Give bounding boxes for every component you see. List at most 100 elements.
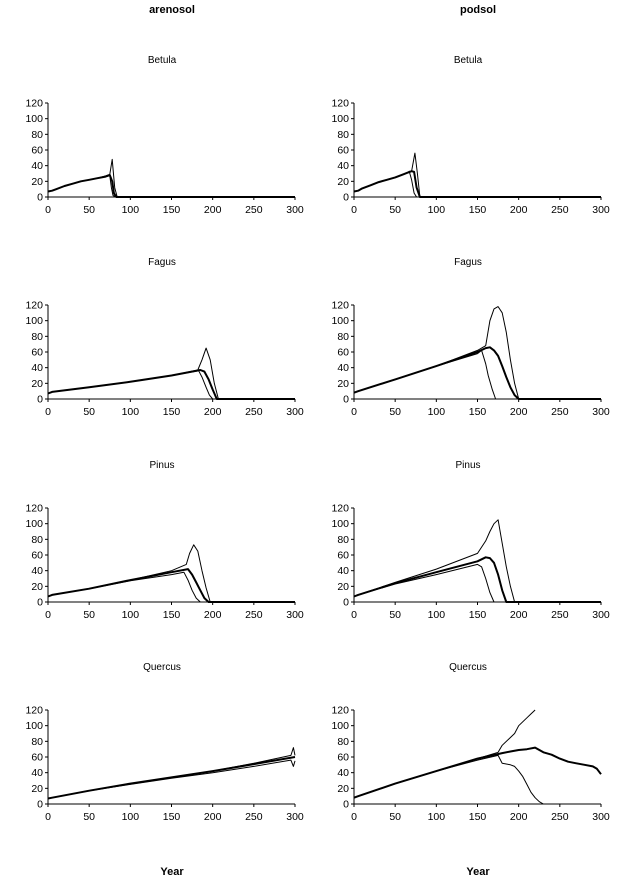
series-line-1 bbox=[47, 347, 295, 400]
y-tick-label: 100 bbox=[331, 720, 349, 732]
x-tick-label: 100 bbox=[428, 811, 446, 823]
y-tick-label: 20 bbox=[337, 378, 349, 390]
chart-title: Pinus bbox=[149, 460, 175, 471]
y-tick-label: 20 bbox=[31, 176, 43, 188]
chart-title: Betula bbox=[453, 55, 483, 66]
x-tick-label: 250 bbox=[245, 609, 263, 621]
y-tick-label: 120 bbox=[331, 300, 349, 312]
x-tick-label: 100 bbox=[122, 811, 140, 823]
y-tick-label: 40 bbox=[31, 767, 43, 779]
x-tick-label: 50 bbox=[389, 204, 401, 216]
y-tick-label: 20 bbox=[31, 581, 43, 593]
column-title-podsol: podsol bbox=[459, 4, 497, 16]
y-tick-label: 60 bbox=[31, 550, 43, 562]
chart-title: Fagus bbox=[454, 257, 482, 268]
x-tick-label: 0 bbox=[45, 406, 51, 418]
y-tick-label: 20 bbox=[337, 783, 349, 795]
x-tick-label: 300 bbox=[592, 204, 610, 216]
x-tick-label: 50 bbox=[83, 406, 95, 418]
series-line-3 bbox=[47, 759, 296, 799]
x-tick-label: 150 bbox=[163, 406, 181, 418]
y-tick-label: 100 bbox=[25, 518, 43, 530]
chart-panel-arenosol-quercus: Quercus 0 20 40 60 80 100 120 0 50 100 150 200 250 300 bbox=[12, 662, 312, 852]
y-tick-label: 100 bbox=[331, 518, 349, 530]
series-line-1 bbox=[353, 152, 601, 198]
series-line-2 bbox=[47, 174, 295, 198]
y-tick-label: 0 bbox=[37, 799, 43, 811]
x-tick-label: 200 bbox=[510, 609, 528, 621]
x-tick-label: 250 bbox=[245, 204, 263, 216]
y-tick-label: 60 bbox=[337, 752, 349, 764]
x-tick-label: 150 bbox=[163, 609, 181, 621]
chart-panel-podsol-fagus: Fagus 0 20 40 60 80 100 120 0 50 100 150 200 250 300 bbox=[318, 257, 618, 447]
y-tick-label: 0 bbox=[37, 192, 43, 204]
chart-panel-podsol-quercus: Quercus 0 20 40 60 80 100 120 0 50 100 150 200 250 300 bbox=[318, 662, 618, 852]
y-tick-label: 0 bbox=[343, 597, 349, 609]
x-tick-label: 250 bbox=[245, 811, 263, 823]
x-tick-label: 300 bbox=[286, 204, 304, 216]
chart-title: Quercus bbox=[143, 662, 181, 673]
y-tick-label: 40 bbox=[31, 160, 43, 172]
chart-svg: 0 20 40 60 80 100 120 0 50 100 150 200 250 300 bbox=[25, 705, 303, 824]
y-tick-label: 40 bbox=[337, 362, 349, 374]
x-axis-title-arenosol: Year bbox=[160, 866, 184, 878]
y-tick-label: 120 bbox=[331, 705, 349, 717]
x-tick-label: 150 bbox=[469, 204, 487, 216]
x-tick-label: 0 bbox=[351, 609, 357, 621]
x-tick-label: 50 bbox=[83, 811, 95, 823]
x-tick-label: 0 bbox=[45, 811, 51, 823]
x-tick-label: 200 bbox=[510, 406, 528, 418]
x-tick-label: 100 bbox=[428, 609, 446, 621]
x-tick-label: 50 bbox=[389, 406, 401, 418]
series-line-1 bbox=[47, 158, 295, 198]
x-tick-label: 150 bbox=[163, 204, 181, 216]
series-line-2 bbox=[353, 170, 601, 198]
column-title-arenosol: arenosol bbox=[149, 4, 195, 16]
x-tick-label: 0 bbox=[351, 811, 357, 823]
x-tick-label: 100 bbox=[122, 204, 140, 216]
y-tick-label: 80 bbox=[337, 534, 349, 546]
x-tick-label: 50 bbox=[83, 609, 95, 621]
y-tick-label: 60 bbox=[31, 347, 43, 359]
chart-svg: 0 20 40 60 80 100 120 0 50 100 150 200 250 300 bbox=[331, 503, 609, 622]
x-tick-label: 150 bbox=[163, 811, 181, 823]
series-line-1 bbox=[353, 709, 536, 799]
y-tick-label: 20 bbox=[337, 176, 349, 188]
series-line-3 bbox=[47, 370, 295, 400]
series-line-1 bbox=[353, 519, 601, 603]
y-tick-label: 40 bbox=[337, 565, 349, 577]
x-tick-label: 250 bbox=[551, 406, 569, 418]
series-line-3 bbox=[353, 563, 601, 603]
series-line-2 bbox=[353, 556, 601, 603]
x-tick-label: 0 bbox=[351, 406, 357, 418]
y-tick-label: 60 bbox=[337, 550, 349, 562]
y-tick-label: 80 bbox=[31, 331, 43, 343]
chart-svg: 0 20 40 60 80 100 120 0 50 100 150 200 250 300 bbox=[25, 503, 303, 622]
chart-panel-arenosol-pinus: Pinus 0 20 40 60 80 100 120 0 50 100 150 200 250 300 bbox=[12, 460, 312, 650]
chart-svg: 0 20 40 60 80 100 120 0 50 100 150 200 250 300 bbox=[331, 300, 610, 419]
y-tick-label: 0 bbox=[343, 799, 349, 811]
x-tick-label: 300 bbox=[592, 406, 610, 418]
series-line-3 bbox=[353, 170, 601, 198]
x-tick-label: 250 bbox=[551, 204, 569, 216]
y-tick-label: 120 bbox=[331, 503, 349, 515]
x-tick-label: 50 bbox=[389, 609, 401, 621]
x-tick-label: 150 bbox=[469, 609, 487, 621]
x-tick-label: 200 bbox=[204, 406, 222, 418]
y-tick-label: 80 bbox=[31, 736, 43, 748]
x-tick-label: 200 bbox=[204, 609, 222, 621]
chart-panel-arenosol-betula: Betula 0 20 40 60 80 100 120 0 50 100 150 200 250 300 bbox=[12, 55, 312, 245]
x-tick-label: 50 bbox=[389, 811, 401, 823]
series-line-3 bbox=[47, 175, 295, 198]
chart-svg: 0 20 40 60 80 100 120 0 50 100 150 200 250 300 bbox=[25, 300, 304, 419]
x-tick-label: 300 bbox=[286, 406, 304, 418]
x-tick-label: 0 bbox=[351, 204, 357, 216]
y-tick-label: 0 bbox=[343, 394, 349, 406]
y-tick-label: 100 bbox=[25, 113, 43, 125]
y-tick-label: 0 bbox=[343, 192, 349, 204]
series-line-3 bbox=[353, 349, 601, 400]
y-tick-label: 20 bbox=[337, 581, 349, 593]
y-tick-label: 80 bbox=[31, 129, 43, 141]
series-line-2 bbox=[47, 568, 295, 603]
y-tick-label: 120 bbox=[25, 300, 43, 312]
